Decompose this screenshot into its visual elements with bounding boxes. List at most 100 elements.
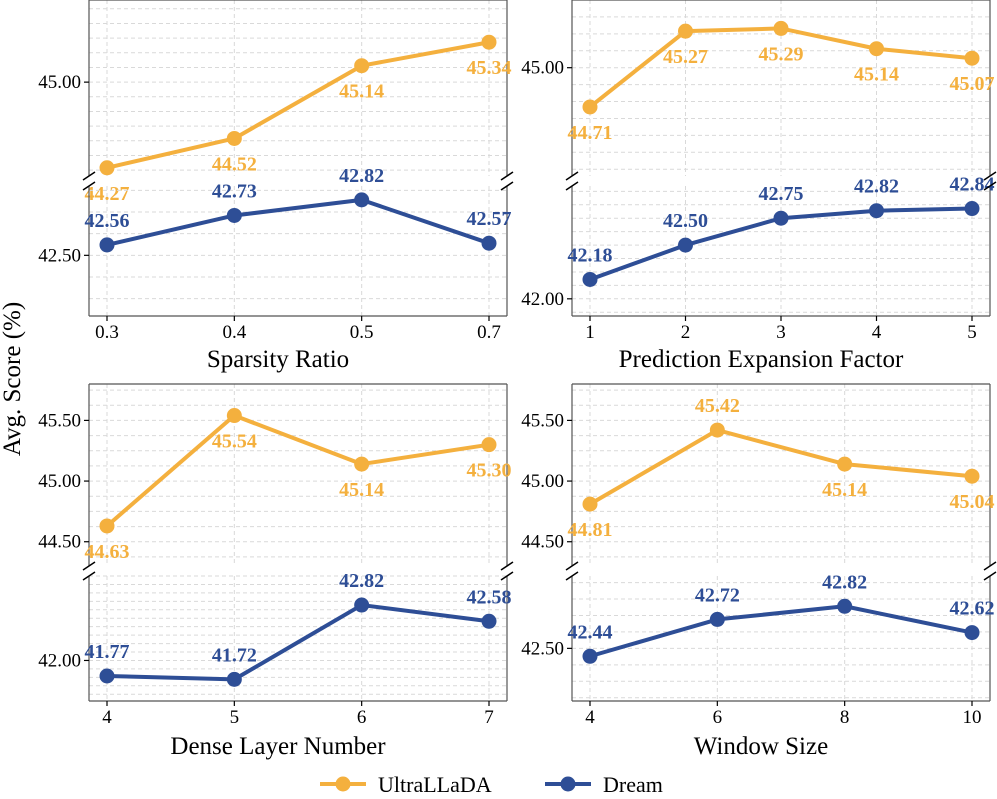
panel-4: 44.50 45.00 45.50 44.81 45.42 45.14 45.04 42.50… [521, 383, 997, 760]
data-point [773, 210, 789, 226]
data-label: 42.57 [467, 208, 512, 230]
data-point [964, 625, 980, 641]
data-point [99, 668, 115, 684]
x-axis-label: Sparsity Ratio [207, 346, 349, 373]
legend: UltraLLaDA Dream [320, 772, 663, 797]
axis-break-mark [500, 561, 514, 571]
x-tick-label: 8 [840, 707, 850, 728]
data-label: 42.56 [85, 210, 130, 232]
data-label: 45.04 [950, 491, 995, 513]
data-point [582, 99, 598, 115]
panel-3: 44.50 45.00 45.50 44.63 45.54 45.14 45.30 42.00… [38, 383, 514, 760]
data-label: 44.52 [212, 153, 257, 175]
data-label: 42.82 [854, 176, 899, 198]
data-point [678, 23, 693, 39]
data-point [837, 456, 853, 472]
data-label: 44.63 [85, 541, 130, 563]
data-label: 42.82 [339, 570, 384, 592]
series-line-dream [589, 604, 973, 659]
upper-axes: 44.50 45.00 45.50 44.63 45.54 45.14 45.30 [38, 383, 512, 566]
data-label: 44.81 [568, 519, 613, 541]
legend-item-ultrallada: UltraLLaDA [320, 772, 492, 797]
data-label: 41.72 [212, 644, 257, 666]
data-point [226, 671, 242, 687]
axis-break-mark [983, 181, 997, 191]
data-point [354, 192, 370, 208]
axis-break-mark [565, 181, 579, 191]
data-label: 45.14 [339, 81, 384, 103]
panels: 45.0044.2744.5245.1445.3442.5042.5642.73… [38, 0, 997, 760]
y-tick-label: 45.50 [38, 410, 81, 431]
series-line-dream [106, 197, 490, 247]
data-label: 42.82 [822, 571, 867, 593]
data-point [837, 598, 853, 614]
axis-break-mark [82, 571, 96, 581]
data-label: 45.14 [822, 479, 867, 501]
axis-break-mark [82, 561, 96, 571]
data-point [964, 201, 980, 217]
data-point [481, 34, 497, 50]
x-tick-label: 0.3 [95, 322, 119, 343]
data-point [354, 456, 370, 472]
data-point [481, 437, 497, 453]
data-point [226, 408, 242, 424]
data-point [582, 496, 598, 512]
x-tick-label: 2 [681, 322, 691, 343]
data-label: 45.07 [950, 73, 995, 95]
axis-break-mark [983, 561, 997, 571]
data-label: 45.30 [467, 460, 512, 482]
series-line-ultrallada [106, 40, 490, 170]
data-label: 42.58 [467, 586, 512, 608]
x-tick-label: 4 [102, 707, 112, 728]
y-tick-label: 45.00 [521, 58, 564, 79]
legend-label: Dream [603, 772, 663, 794]
y-tick-label: 42.00 [38, 650, 81, 671]
axis-break-mark [983, 171, 997, 181]
data-label: 42.62 [950, 598, 995, 620]
data-point [99, 160, 115, 176]
lower-axes: 42.00 41.77 41.72 42.82 42.58 [38, 570, 512, 702]
data-label: 45.54 [212, 431, 257, 453]
data-point [99, 237, 115, 253]
y-tick-label: 42.50 [38, 245, 81, 266]
x-axis-label: Window Size [694, 733, 828, 760]
x-tick-label: 4 [872, 322, 882, 343]
y-tick-label: 45.00 [38, 471, 81, 492]
lower-axes: 42.00 42.18 42.50 42.75 42.82 42.84 [521, 174, 995, 317]
x-tick-label: 5 [967, 322, 977, 343]
x-tick-label: 7 [484, 707, 494, 728]
x-tick-label: 6 [357, 707, 367, 728]
data-point [964, 50, 980, 66]
legend-item-dream: Dream [545, 772, 663, 797]
data-point [773, 20, 789, 36]
data-label: 42.84 [950, 174, 995, 196]
axis-break-mark [565, 571, 579, 581]
data-point [582, 271, 598, 287]
data-point [481, 235, 497, 251]
data-point [964, 468, 980, 484]
data-point [582, 648, 598, 664]
x-tick-label: 1 [585, 322, 595, 343]
x-tick-label: 0.7 [477, 322, 501, 343]
data-label: 42.73 [212, 180, 257, 202]
y-tick-label: 45.00 [38, 72, 81, 93]
data-point [226, 130, 242, 146]
data-point [869, 203, 884, 219]
y-tick-label: 44.50 [521, 532, 564, 553]
y-tick-label: 42.00 [521, 289, 564, 310]
x-tick-label: 10 [963, 707, 982, 728]
axis-break-mark [82, 181, 96, 191]
data-label: 45.42 [695, 395, 740, 417]
x-axis-label: Dense Layer Number [170, 733, 386, 760]
series-line-ultrallada [588, 428, 973, 506]
data-label: 44.71 [568, 122, 613, 144]
x-tick-label: 4 [585, 707, 595, 728]
data-label: 42.18 [568, 244, 613, 266]
x-tick-label: 0.4 [222, 322, 246, 343]
y-tick-label: 45.00 [521, 471, 564, 492]
x-axis-label: Prediction Expansion Factor [619, 346, 904, 373]
series-line-dream [106, 603, 490, 682]
